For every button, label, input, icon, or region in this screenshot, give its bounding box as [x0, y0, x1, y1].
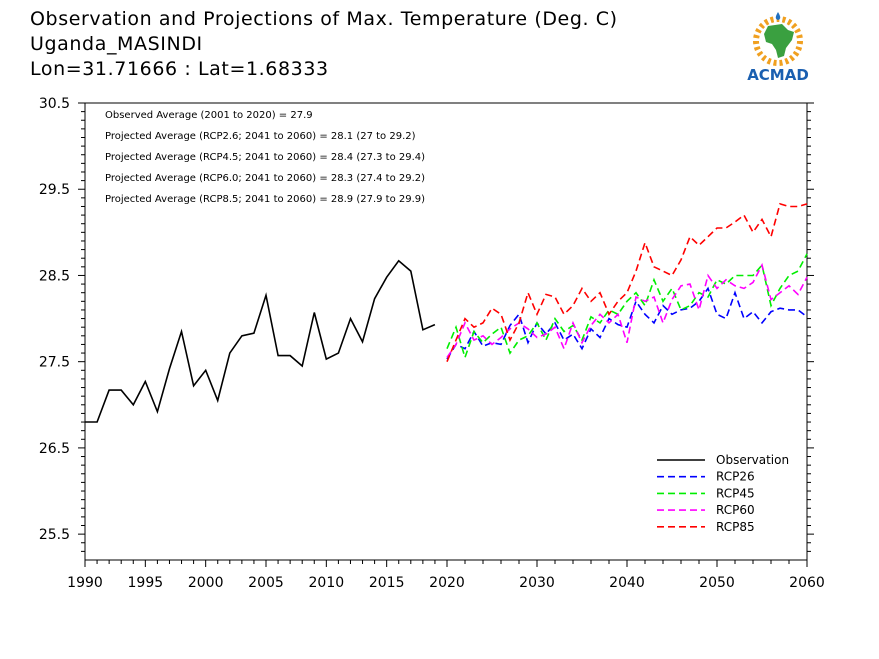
y-tick-label: 26.5	[39, 441, 70, 457]
x-tick-label: 2000	[188, 575, 224, 591]
legend-label: Observation	[716, 453, 789, 467]
x-tick-label: 1990	[67, 575, 103, 591]
x-tick-label: 2030	[519, 575, 555, 591]
y-tick-label: 27.5	[39, 355, 70, 371]
acmad-logo: ACMAD	[747, 12, 809, 84]
x-tick-label: 2005	[248, 575, 284, 591]
series-observation-line	[85, 259, 436, 423]
x-tick-label: 2010	[309, 575, 345, 591]
station-coordinates: Lon=31.71666 : Lat=1.68333	[30, 58, 329, 80]
legend-label: RCP26	[716, 470, 755, 484]
stats-line: Projected Average (RCP6.0; 2041 to 2060)…	[105, 173, 425, 184]
y-tick-label: 25.5	[39, 527, 70, 543]
axis-ticks: 1990 1995 2000 2005 2010 2015 2020 2030 2040 2050…	[39, 96, 825, 591]
x-tick-label: 2015	[369, 575, 405, 591]
y-tick-label: 28.5	[39, 268, 70, 284]
x-tick-label: 1995	[128, 575, 164, 591]
data-series	[85, 202, 808, 423]
stats-line: Projected Average (RCP2.6; 2041 to 2060)…	[105, 131, 416, 142]
series-rcp45-line	[446, 253, 808, 361]
x-tick-label: 2020	[429, 575, 465, 591]
stats-line: Projected Average (RCP8.5; 2041 to 2060)…	[105, 194, 425, 205]
stats-line: Projected Average (RCP4.5; 2041 to 2060)…	[105, 152, 425, 163]
station-name: Uganda_MASINDI	[30, 33, 203, 55]
series-rcp26-line	[446, 286, 808, 360]
legend-label: RCP45	[716, 486, 755, 500]
stats-box: Observed Average (2001 to 2020) = 27.9 Pr…	[105, 110, 425, 205]
logo-text: ACMAD	[747, 66, 809, 84]
x-tick-label: 2040	[609, 575, 645, 591]
stats-line: Observed Average (2001 to 2020) = 27.9	[105, 110, 313, 121]
x-tick-label: 2050	[699, 575, 735, 591]
y-tick-label: 29.5	[39, 182, 70, 198]
legend-label: RCP85	[716, 520, 755, 534]
series-rcp85-line	[446, 202, 808, 363]
chart-title: Observation and Projections of Max. Temp…	[30, 8, 618, 30]
x-tick-label: 2060	[789, 575, 825, 591]
legend-label: RCP60	[716, 503, 755, 517]
africa-sun-logo-icon	[753, 12, 803, 66]
y-tick-label: 30.5	[39, 96, 70, 112]
plot-frame	[84, 102, 808, 561]
legend: Observation RCP26 RCP45 RCP60 RCP85	[657, 453, 789, 534]
